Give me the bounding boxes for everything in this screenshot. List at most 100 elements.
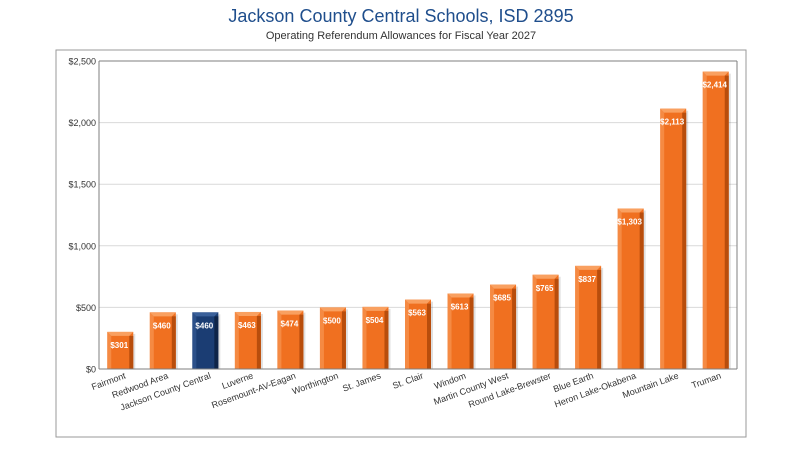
- bar-side: [256, 315, 261, 369]
- bar: [702, 71, 731, 369]
- bar-top: [362, 306, 389, 311]
- bar-side: [682, 112, 687, 369]
- bar-left-bevel: [277, 310, 282, 369]
- bar-face: [575, 265, 602, 369]
- bar: [405, 299, 433, 369]
- bar-left-bevel: [192, 312, 197, 369]
- bar-face: [192, 312, 219, 369]
- bar-top: [617, 208, 644, 213]
- y-tick-label: $500: [76, 303, 96, 313]
- bar: [192, 312, 221, 369]
- bar: [532, 274, 561, 369]
- bar-face: [362, 306, 389, 369]
- bar-left-bevel: [447, 293, 452, 369]
- bar-top: [532, 274, 559, 279]
- bar-side: [469, 297, 474, 369]
- y-tick-label: $2,000: [68, 118, 96, 128]
- bar-left-bevel: [575, 265, 580, 369]
- bar-data-label: $685: [493, 294, 511, 303]
- bar-top: [660, 108, 687, 113]
- bar-data-label: $1,303: [617, 217, 642, 226]
- bar: [660, 108, 689, 369]
- bar-face: [405, 299, 431, 369]
- bar: [575, 265, 604, 369]
- bar-face: [490, 284, 517, 369]
- bar-left-bevel: [362, 306, 367, 369]
- bar-left-bevel: [107, 331, 112, 369]
- bar-face: [277, 310, 304, 369]
- y-tick-label: $1,000: [68, 241, 96, 251]
- bar: [319, 307, 348, 369]
- bar-face: [149, 312, 176, 369]
- bar-side: [427, 303, 431, 369]
- bar: [490, 284, 519, 369]
- bar-left-bevel: [405, 299, 409, 369]
- bar-face: [447, 293, 474, 369]
- bar-top: [277, 310, 304, 315]
- bar-data-label: $837: [578, 275, 596, 284]
- bar-top: [107, 331, 134, 336]
- bar-left-bevel: [617, 208, 622, 369]
- bar-side: [384, 310, 389, 369]
- bar-data-label: $2,113: [660, 118, 685, 127]
- bar-side: [129, 335, 134, 369]
- bar: [149, 312, 178, 369]
- bar-top: [447, 293, 474, 298]
- bar-top: [405, 299, 431, 304]
- bar-side: [171, 316, 176, 369]
- bar-side: [554, 278, 559, 369]
- bar-data-label: $504: [366, 316, 384, 325]
- bar-data-label: $500: [323, 316, 341, 325]
- bar-left-bevel: [490, 284, 495, 369]
- bar-face: [702, 71, 729, 369]
- bar-data-label: $613: [451, 302, 469, 311]
- bar-data-label: $460: [153, 321, 171, 330]
- bar-top: [149, 312, 176, 317]
- bar-side: [299, 314, 304, 369]
- bar-top: [575, 265, 602, 270]
- bar-left-bevel: [532, 274, 537, 369]
- bar-side: [512, 288, 517, 369]
- y-tick-label: $0: [86, 365, 96, 375]
- bar-top: [319, 307, 346, 312]
- bar: [617, 208, 646, 369]
- bar-face: [660, 108, 687, 369]
- bar-top: [234, 311, 261, 316]
- bar-left-bevel: [660, 108, 665, 369]
- bar-data-label: $563: [408, 309, 426, 318]
- bar-face: [107, 331, 134, 369]
- bar-left-bevel: [149, 312, 154, 369]
- bar-data-label: $463: [238, 321, 256, 330]
- bar-side: [341, 311, 346, 369]
- bar: [234, 311, 263, 369]
- bar-side: [724, 75, 729, 369]
- bar-left-bevel: [702, 71, 707, 369]
- bar-data-label: $301: [110, 341, 128, 350]
- bar-face: [617, 208, 644, 369]
- bar-top: [490, 284, 517, 289]
- bar-data-label: $474: [281, 320, 299, 329]
- y-tick-label: $1,500: [68, 180, 96, 190]
- bar-data-label: $2,414: [702, 81, 727, 90]
- bar-left-bevel: [319, 307, 324, 369]
- bars: $301 $460 $460 $463 $474 $500 $504 $563 $613 $685…: [107, 71, 731, 369]
- bar-face: [319, 307, 346, 369]
- bar-face: [234, 311, 261, 369]
- chart-title: Jackson County Central Schools, ISD 2895: [228, 6, 574, 26]
- bar-left-bevel: [234, 311, 239, 369]
- bar-data-label: $765: [536, 284, 554, 293]
- chart-subtitle: Operating Referendum Allowances for Fisc…: [265, 30, 537, 42]
- bar-side: [639, 212, 644, 369]
- bar: [107, 331, 136, 369]
- bar-top: [192, 312, 219, 317]
- bar-data-label: $460: [195, 321, 213, 330]
- bar: [362, 306, 391, 369]
- bar: [277, 310, 306, 369]
- bar-top: [702, 71, 729, 76]
- bar: [447, 293, 476, 369]
- bar-side: [597, 269, 602, 369]
- y-tick-label: $2,500: [68, 57, 96, 67]
- bar-side: [214, 316, 219, 369]
